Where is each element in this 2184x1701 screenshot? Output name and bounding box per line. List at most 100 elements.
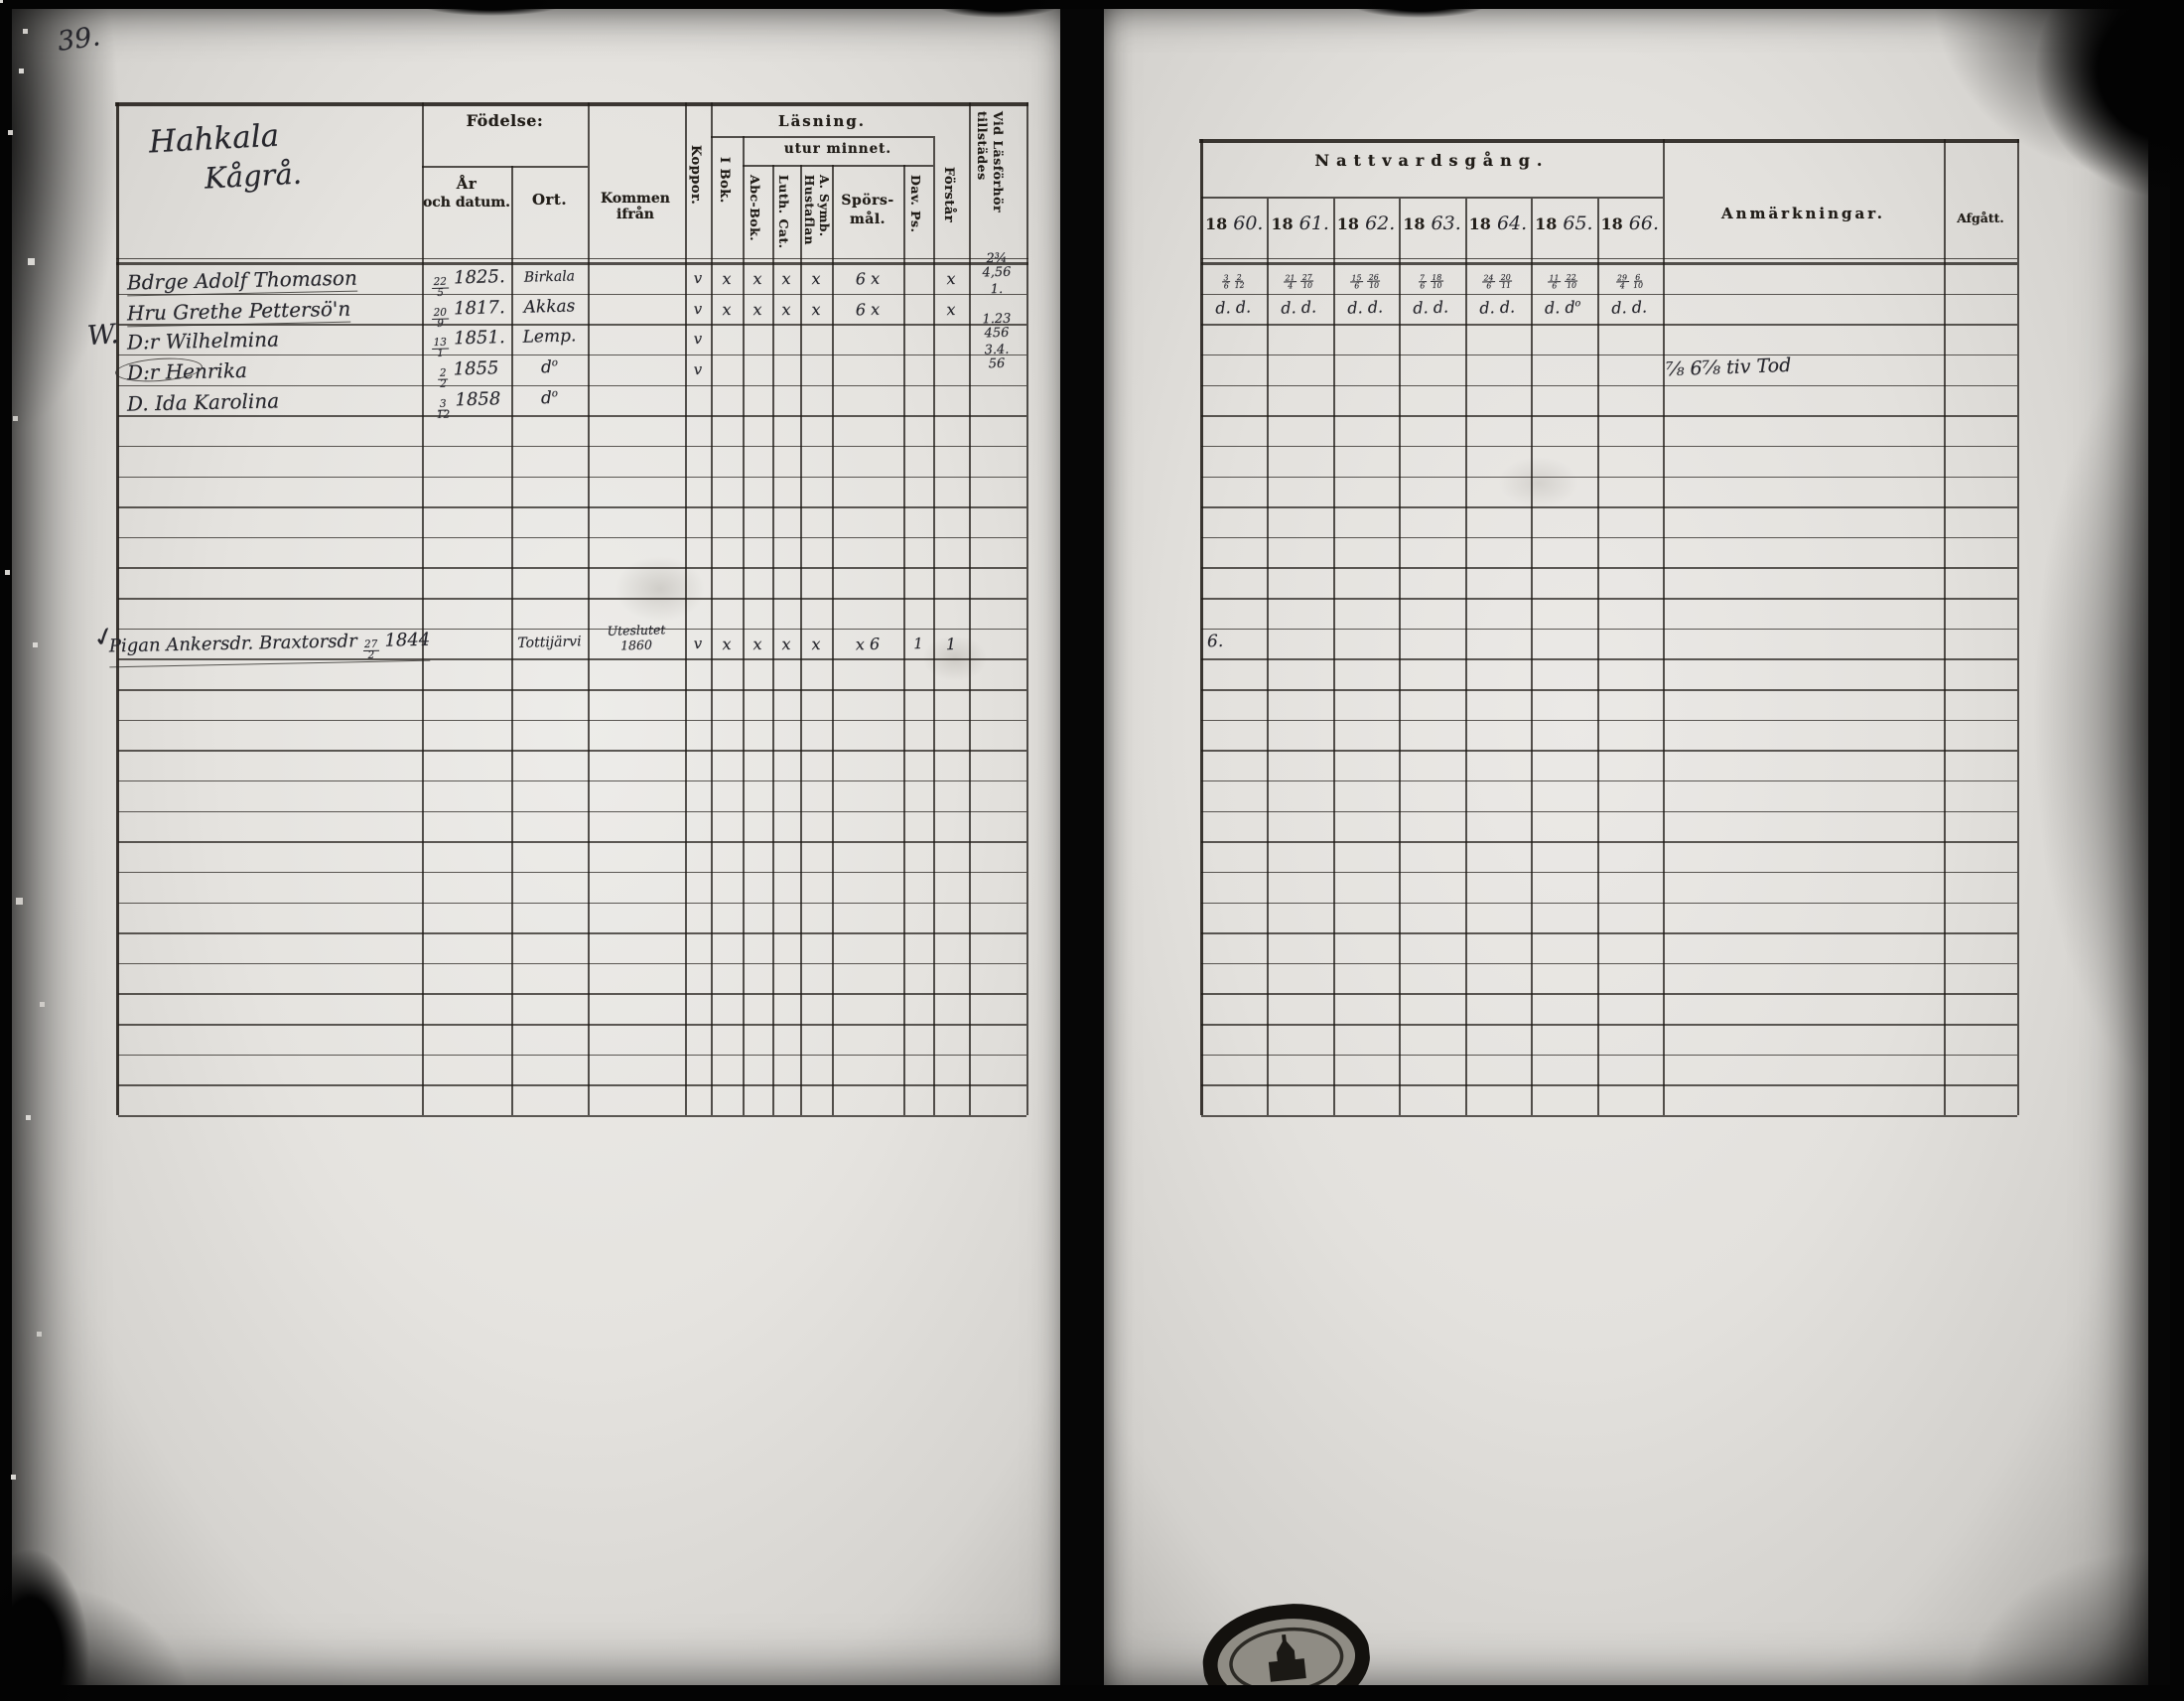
year-printed: 18 <box>1271 214 1294 233</box>
communion-entry: 15 6 26 10 <box>1349 272 1381 291</box>
year-label: 18 62. <box>1333 213 1399 234</box>
entry-mark-hustaflan: x <box>811 634 821 653</box>
year-written: 66. <box>1622 213 1660 234</box>
rule-line <box>1200 139 1203 1115</box>
rule-line <box>118 658 1026 660</box>
col-header-hustaflan-line1: Hustaflan <box>802 175 816 245</box>
communion-entry: d. do <box>1544 297 1581 318</box>
communion-entry: d. d. <box>1478 297 1516 318</box>
rule-line <box>118 567 1026 569</box>
rule-line <box>1201 293 2017 296</box>
entry-mark-koppor: v <box>693 330 703 349</box>
rule-line <box>1201 384 2017 387</box>
year-written: 64. <box>1490 213 1528 234</box>
entry-mark-i_bok: x <box>722 634 732 653</box>
year-written: 62. <box>1359 213 1396 234</box>
rule-line <box>118 689 1026 691</box>
year-label: 18 65. <box>1531 213 1596 234</box>
entry-mark-koppor: v <box>693 359 703 379</box>
col-header-ort: Ort. <box>531 191 568 209</box>
year-printed: 18 <box>1468 214 1491 233</box>
rule-line <box>1201 750 2017 752</box>
rule-line <box>115 102 1028 106</box>
entry-mark-dav_ps: 1 <box>912 634 923 652</box>
col-header-utur-minnet: utur minnet. <box>783 141 892 157</box>
entry-birthplace: do <box>540 356 559 378</box>
rule-line <box>1201 932 2017 934</box>
communion-entry: 11 6 22 10 <box>1548 272 1578 291</box>
scan-specks <box>0 0 3 3</box>
entry-tillstades: 1. <box>990 281 1004 297</box>
entry-kommen-ifran: 1860 <box>619 637 653 653</box>
rule-line <box>588 102 590 1115</box>
year-printed: 18 <box>1535 214 1558 233</box>
village-title-line2: Kågrå. <box>204 156 303 196</box>
col-header-forstar: Förstår <box>941 167 956 223</box>
entry-birthdate: 20 9 1817. <box>432 296 505 330</box>
rule-line <box>903 165 905 1115</box>
rule-line <box>1201 780 2017 782</box>
rule-line <box>1201 962 2017 965</box>
entry-mark-abc_bok: x <box>752 268 762 289</box>
year-printed: 18 <box>1204 214 1228 233</box>
col-header-vid-lasforhor: Vid Läsförhör tillstädes <box>974 111 1006 213</box>
rule-line <box>1201 1054 2017 1057</box>
rule-line <box>1201 1115 2017 1118</box>
rule-line <box>1201 354 2017 356</box>
rule-line <box>118 536 1026 539</box>
col-header-koppor: Koppor. <box>688 145 703 206</box>
rule-line <box>116 102 119 1115</box>
entry-name: Bdrge Adolf Thomason <box>126 265 358 297</box>
col-header-och-datum: och datum. <box>422 195 511 211</box>
communion-entry: d. d. <box>1281 297 1317 318</box>
scan-edge-left <box>0 0 12 1701</box>
rule-line <box>1201 197 1663 200</box>
rule-line <box>1199 139 2019 143</box>
entry-mark-sporsmal: 6 x <box>855 268 881 289</box>
rule-line <box>1201 258 2017 260</box>
rule-line <box>118 1115 1026 1118</box>
entry-birthplace: Birkala <box>523 268 576 286</box>
communion-entry: 24 6 20 11 <box>1481 272 1513 291</box>
rule-line <box>933 136 935 1115</box>
col-header-fodelse: Födelse: <box>466 111 544 130</box>
rule-line <box>118 506 1026 508</box>
rule-line <box>1944 139 1946 1115</box>
entry-mark-sporsmal: 6 x <box>855 299 881 319</box>
rule-line <box>118 293 1026 296</box>
left-page-paper <box>10 4 1060 1697</box>
rule-line <box>1201 506 2017 508</box>
entry-birthplace: Akkas <box>523 295 576 318</box>
rule-line <box>711 136 933 139</box>
rule-line <box>118 354 1026 356</box>
rule-line <box>1531 199 1534 1115</box>
rule-line <box>1201 871 2017 874</box>
rule-line <box>1596 199 1599 1115</box>
entry-mark-koppor: v <box>693 299 703 318</box>
rule-line <box>685 102 687 1115</box>
rule-line <box>118 476 1026 478</box>
rule-line <box>118 902 1026 904</box>
rule-line <box>1201 476 2017 478</box>
paper-stain <box>1499 457 1578 508</box>
rule-line <box>118 1024 1026 1026</box>
col-header-ar: År <box>456 175 478 193</box>
entry-birthdate: 13 1 1851. <box>432 327 505 359</box>
rule-line <box>711 102 713 1115</box>
rule-line <box>118 993 1026 995</box>
entry-mark-i_bok: x <box>722 299 732 319</box>
rule-line <box>1201 628 2017 631</box>
communion-entry: d. d. <box>1346 297 1384 318</box>
edge-blot <box>933 0 1062 18</box>
right-margin-mark: 6. <box>1206 631 1224 651</box>
col-header-i-bok: I Bok. <box>717 157 732 204</box>
col-header-kommen-ifran: Kommen ifrån <box>601 191 670 222</box>
entry-mark-sporsmal: x 6 <box>855 634 881 654</box>
rule-line <box>1663 139 1666 1115</box>
scan-edge-top <box>0 0 2184 9</box>
col-header-sporsmal-line1: Spörs- <box>841 193 894 209</box>
rule-line <box>1201 841 2017 843</box>
year-written: 61. <box>1293 213 1329 234</box>
